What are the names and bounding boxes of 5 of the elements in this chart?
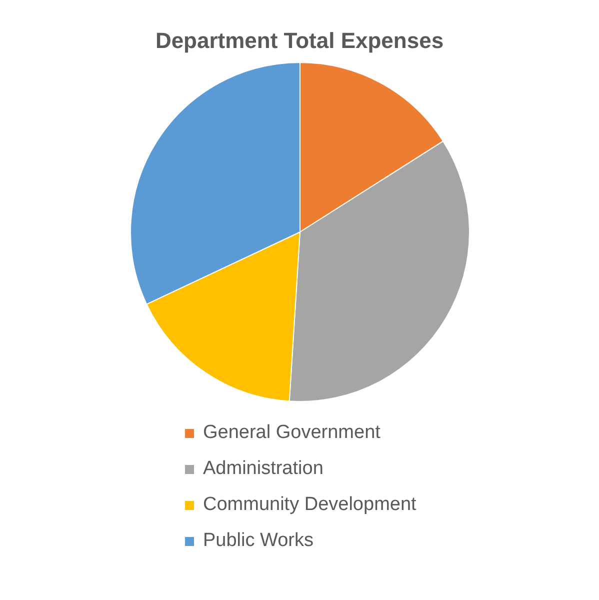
legend-label: Community Development	[203, 494, 416, 516]
legend-label: Public Works	[203, 530, 314, 552]
chart-title: Department Total Expenses	[155, 28, 444, 54]
legend-label: Administration	[203, 458, 324, 480]
legend-label: General Government	[203, 422, 380, 444]
